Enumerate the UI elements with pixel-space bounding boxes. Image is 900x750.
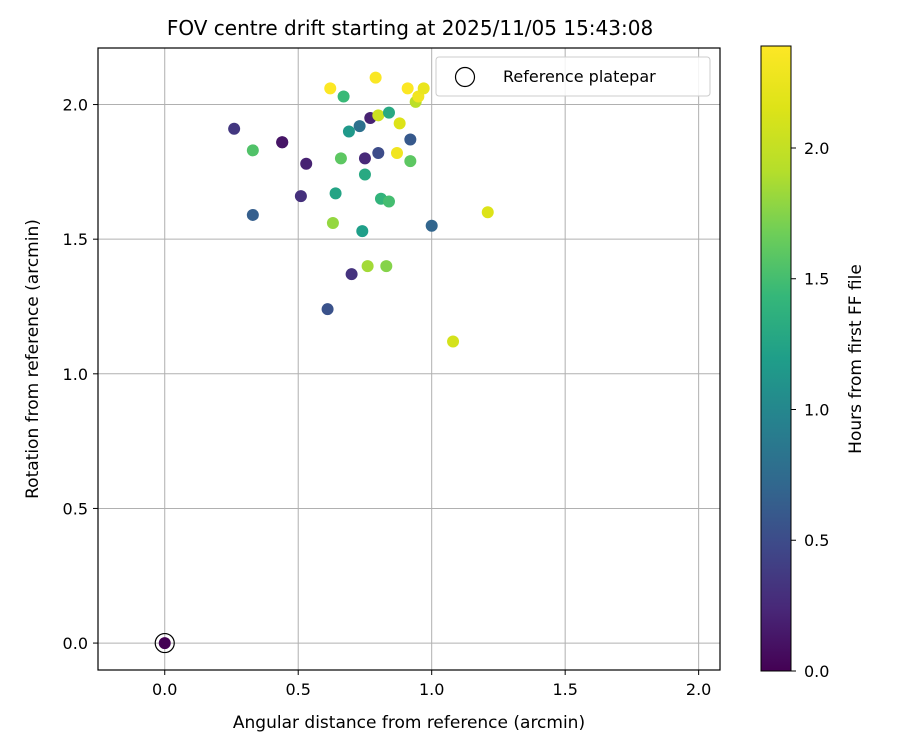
scatter-point [358,168,371,181]
x-tick-label: 1.0 [419,680,444,699]
scatter-point [324,82,337,95]
scatter-point [326,217,339,230]
scatter-point [246,208,259,221]
scatter-point [481,206,494,219]
grid-lines [98,48,720,670]
reference-platepar-marker [154,632,175,654]
scatter-point [294,190,307,203]
scatter-point [300,157,313,170]
scatter-point [345,268,358,281]
colorbar-tick-label: 0.0 [804,662,829,681]
scatter-point [382,106,395,119]
colorbar-tick-label: 1.5 [804,270,829,289]
colorbar-label: Hours from first FF file [846,264,866,454]
axes: 0.0 0.5 1.0 1.5 2.0 0.0 0.5 1.0 1.5 2.0 [63,96,712,699]
y-tick-label: 0.5 [63,499,88,518]
y-axis-label: Rotation from reference (arcmin) [23,219,43,499]
colorbar-ticks: 0.0 0.5 1.0 1.5 2.0 [791,139,829,681]
y-tick-label: 1.0 [63,365,88,384]
scatter-point [382,195,395,208]
scatter-point [369,71,382,84]
scatter-point [417,82,430,95]
scatter-point [390,147,403,160]
scatter-point [404,133,417,146]
colorbar-gradient [760,45,792,672]
scatter-point [393,117,406,130]
y-tick-label: 1.5 [63,230,88,249]
scatter-point [358,152,371,165]
scatter-point [337,90,350,103]
x-tick-label: 0.0 [152,680,177,699]
scatter-point [276,136,289,149]
legend: Reference platepar [435,56,711,97]
scatter-point [329,187,342,200]
y-tick-label: 2.0 [63,96,88,115]
scatter-point [334,152,347,165]
scatter-point [447,335,460,348]
scatter-point [372,109,385,122]
x-tick-label: 1.5 [552,680,577,699]
scatter-point [228,122,241,135]
x-tick-label: 2.0 [686,680,711,699]
scatter-point [361,260,374,273]
legend-label: Reference platepar [503,67,656,86]
colorbar-tick-label: 2.0 [804,139,829,158]
plot-area-frame [97,47,721,671]
data-points [154,71,494,654]
x-axis-label: Angular distance from reference (arcmin) [233,713,585,733]
scatter-point [342,125,355,138]
x-tick-label: 0.5 [285,680,310,699]
legend-marker-icon [454,66,476,88]
scatter-point [372,147,385,160]
scatter-point [380,260,393,273]
scatter-point [353,120,366,133]
chart-title: FOV centre drift starting at 2025/11/05 … [167,16,653,40]
reference-point [158,637,171,650]
scatter-point [425,219,438,232]
colorbar-tick-label: 0.5 [804,531,829,550]
scatter-point [246,144,259,157]
scatter-point [401,82,414,95]
scatter-point [404,155,417,168]
colorbar-tick-label: 1.0 [804,400,829,419]
colorbar: 0.0 0.5 1.0 1.5 2.0 Hours from first FF file [760,45,866,681]
legend-box [435,56,711,97]
scatter-point [356,225,369,238]
scatter-point [321,303,334,316]
y-tick-label: 0.0 [63,634,88,653]
